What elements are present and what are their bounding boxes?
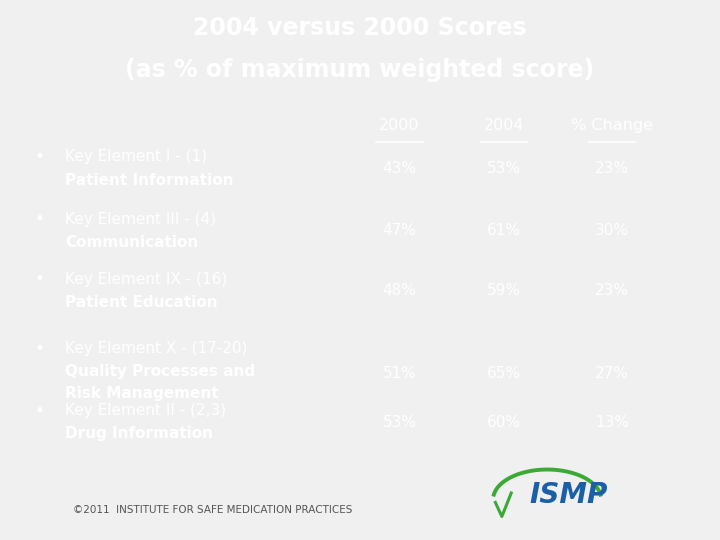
Text: •: • bbox=[35, 148, 45, 166]
Text: 2000: 2000 bbox=[379, 118, 420, 133]
Text: 43%: 43% bbox=[382, 161, 417, 176]
Text: 2004: 2004 bbox=[484, 118, 524, 133]
Text: 60%: 60% bbox=[487, 415, 521, 430]
Text: % Change: % Change bbox=[571, 118, 653, 133]
Text: Drug Information: Drug Information bbox=[65, 427, 213, 442]
Text: 48%: 48% bbox=[382, 284, 417, 299]
Text: 13%: 13% bbox=[595, 415, 629, 430]
Text: 23%: 23% bbox=[595, 161, 629, 176]
Text: Key Element III - (4): Key Element III - (4) bbox=[65, 212, 216, 227]
Text: 53%: 53% bbox=[487, 161, 521, 176]
Text: Key Element IX - (16): Key Element IX - (16) bbox=[65, 272, 227, 287]
Text: Key Element I - (1): Key Element I - (1) bbox=[65, 150, 207, 165]
Text: 65%: 65% bbox=[487, 367, 521, 381]
Text: 2004 versus 2000 Scores: 2004 versus 2000 Scores bbox=[193, 16, 527, 40]
Text: 53%: 53% bbox=[382, 415, 417, 430]
Text: Key Element X - (17-20): Key Element X - (17-20) bbox=[65, 341, 247, 356]
Text: •: • bbox=[35, 271, 45, 288]
Text: Patient Information: Patient Information bbox=[65, 173, 233, 187]
Text: •: • bbox=[35, 340, 45, 357]
Text: Risk Management: Risk Management bbox=[65, 386, 218, 401]
Text: •: • bbox=[35, 210, 45, 228]
Text: 59%: 59% bbox=[487, 284, 521, 299]
Text: (as % of maximum weighted score): (as % of maximum weighted score) bbox=[125, 58, 595, 82]
Text: 23%: 23% bbox=[595, 284, 629, 299]
Text: ©2011  INSTITUTE FOR SAFE MEDICATION PRACTICES: ©2011 INSTITUTE FOR SAFE MEDICATION PRAC… bbox=[73, 505, 352, 515]
Text: Quality Processes and: Quality Processes and bbox=[65, 364, 255, 379]
Text: Communication: Communication bbox=[65, 235, 198, 250]
Text: 30%: 30% bbox=[595, 224, 629, 238]
Text: 61%: 61% bbox=[487, 224, 521, 238]
Text: 27%: 27% bbox=[595, 367, 629, 381]
Text: •: • bbox=[35, 402, 45, 420]
Text: Patient Education: Patient Education bbox=[65, 295, 217, 310]
Text: 47%: 47% bbox=[382, 224, 417, 238]
Text: 51%: 51% bbox=[382, 367, 417, 381]
Text: ISMP: ISMP bbox=[529, 481, 608, 509]
Text: Key Element II - (2,3): Key Element II - (2,3) bbox=[65, 403, 226, 418]
